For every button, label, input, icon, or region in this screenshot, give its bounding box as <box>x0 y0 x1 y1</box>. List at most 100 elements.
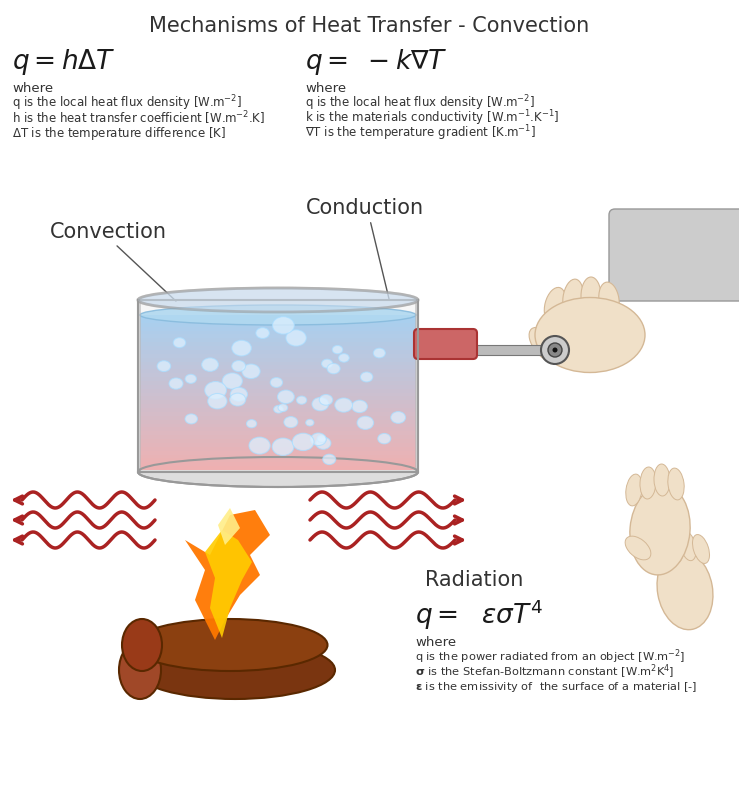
Ellipse shape <box>333 345 343 354</box>
Polygon shape <box>185 510 270 640</box>
Ellipse shape <box>122 619 162 671</box>
Bar <box>140 330 416 334</box>
Bar <box>140 443 416 447</box>
Ellipse shape <box>553 348 557 352</box>
Ellipse shape <box>323 454 336 465</box>
Ellipse shape <box>135 641 335 699</box>
Bar <box>140 408 416 412</box>
Ellipse shape <box>373 348 385 358</box>
Text: $\mathbf{\sigma}$ is the Stefan-Boltzmann constant [W.m$^{2}$K$^{4}$]: $\mathbf{\sigma}$ is the Stefan-Boltzman… <box>415 663 675 681</box>
Ellipse shape <box>310 433 326 445</box>
Ellipse shape <box>284 417 298 428</box>
Bar <box>140 466 416 470</box>
Bar <box>140 319 416 323</box>
Bar <box>140 323 416 326</box>
Bar <box>140 342 416 346</box>
Ellipse shape <box>361 372 373 382</box>
Bar <box>140 427 416 431</box>
Ellipse shape <box>352 400 367 413</box>
Ellipse shape <box>391 411 406 423</box>
Bar <box>140 358 416 362</box>
Bar <box>140 346 416 350</box>
Bar <box>140 423 416 427</box>
Bar <box>140 326 416 330</box>
Bar <box>415 300 418 472</box>
Bar <box>475 345 550 355</box>
Bar <box>140 366 416 370</box>
Text: $\Delta$T is the temperature difference [K]: $\Delta$T is the temperature difference … <box>12 125 226 142</box>
Ellipse shape <box>138 457 418 487</box>
Bar <box>138 300 141 472</box>
Ellipse shape <box>640 467 656 499</box>
Ellipse shape <box>529 328 561 362</box>
Ellipse shape <box>657 550 713 630</box>
Bar <box>140 334 416 338</box>
Polygon shape <box>218 508 240 545</box>
Bar <box>140 350 416 354</box>
Text: $\mathbf{\varepsilon}$ is the emissivity of  the surface of a material [-]: $\mathbf{\varepsilon}$ is the emissivity… <box>415 680 698 694</box>
Ellipse shape <box>185 414 197 424</box>
Ellipse shape <box>306 419 314 426</box>
FancyBboxPatch shape <box>609 209 739 301</box>
Ellipse shape <box>668 468 684 500</box>
Bar <box>140 374 416 377</box>
Ellipse shape <box>312 397 329 411</box>
Text: h is the heat transfer coefficient [W.m$^{-2}$.K]: h is the heat transfer coefficient [W.m$… <box>12 110 265 127</box>
Bar <box>140 404 416 408</box>
Ellipse shape <box>185 374 197 384</box>
Ellipse shape <box>667 533 683 563</box>
Ellipse shape <box>256 328 270 339</box>
Bar <box>140 435 416 439</box>
Text: where: where <box>415 635 456 649</box>
Ellipse shape <box>169 378 183 389</box>
Text: $\nabla$T is the temperature gradient [K.m$^{-1}$]: $\nabla$T is the temperature gradient [K… <box>305 123 536 143</box>
Text: $q =\ \ \varepsilon\sigma T^4$: $q =\ \ \varepsilon\sigma T^4$ <box>415 598 543 632</box>
Ellipse shape <box>222 373 242 389</box>
Ellipse shape <box>541 336 569 364</box>
Ellipse shape <box>335 398 353 412</box>
Bar <box>140 362 416 366</box>
Bar <box>140 447 416 451</box>
Ellipse shape <box>548 343 562 357</box>
Ellipse shape <box>319 395 333 405</box>
Ellipse shape <box>625 536 651 559</box>
Text: q is the power radiated from an object [W.m$^{-2}$]: q is the power radiated from an object [… <box>415 648 685 667</box>
Ellipse shape <box>202 358 219 371</box>
Ellipse shape <box>338 354 350 362</box>
Bar <box>140 388 416 392</box>
Ellipse shape <box>173 338 185 348</box>
Bar <box>140 392 416 396</box>
Bar <box>140 315 416 319</box>
Ellipse shape <box>286 329 306 346</box>
Text: k is the materials conductivity [W.m$^{-1}$.K$^{-1}$]: k is the materials conductivity [W.m$^{-… <box>305 108 559 128</box>
Bar <box>140 381 416 385</box>
Ellipse shape <box>249 437 270 454</box>
Text: q is the local heat flux density [W.m$^{-2}$]: q is the local heat flux density [W.m$^{… <box>305 93 535 113</box>
Ellipse shape <box>327 363 340 374</box>
Ellipse shape <box>242 364 260 378</box>
Ellipse shape <box>655 540 670 570</box>
Bar <box>140 416 416 420</box>
Text: Radiation: Radiation <box>425 570 523 590</box>
Bar <box>140 400 416 404</box>
Text: Conduction: Conduction <box>306 198 424 218</box>
Bar <box>140 455 416 459</box>
Bar <box>138 300 418 472</box>
Ellipse shape <box>277 390 294 403</box>
Ellipse shape <box>317 435 326 442</box>
Bar <box>140 396 416 400</box>
Ellipse shape <box>296 396 307 404</box>
Ellipse shape <box>132 619 327 671</box>
Text: $q = h\Delta T$: $q = h\Delta T$ <box>12 47 116 77</box>
Ellipse shape <box>680 531 696 561</box>
Bar <box>140 431 416 435</box>
Bar <box>138 300 418 472</box>
Ellipse shape <box>230 393 246 406</box>
Ellipse shape <box>138 288 418 312</box>
Ellipse shape <box>230 388 248 401</box>
Polygon shape <box>205 530 252 638</box>
Text: where: where <box>305 81 346 95</box>
Text: Convection: Convection <box>50 222 166 242</box>
Ellipse shape <box>626 474 642 506</box>
Ellipse shape <box>278 404 287 411</box>
